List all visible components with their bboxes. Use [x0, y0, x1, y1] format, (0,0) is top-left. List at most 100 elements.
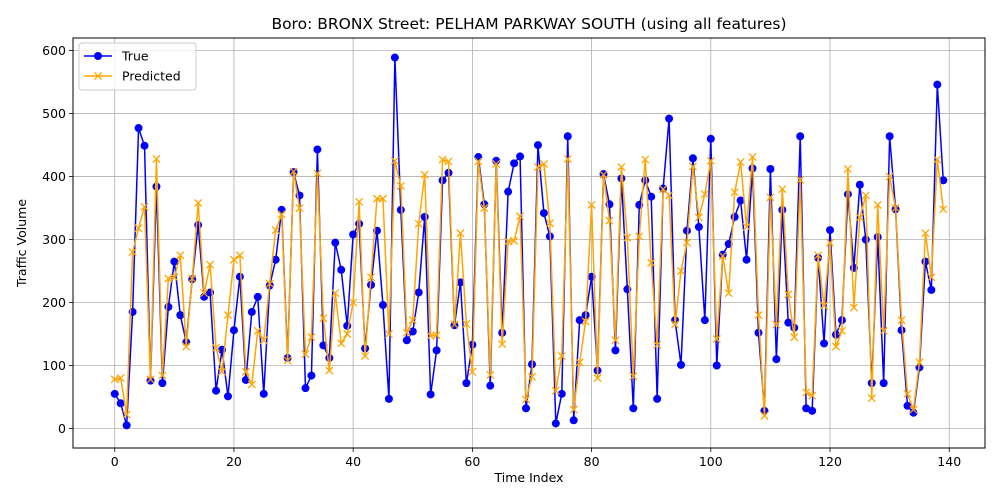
- data-point: [122, 410, 131, 419]
- data-point: [873, 200, 882, 209]
- data-point: [676, 266, 686, 276]
- data-point: [212, 386, 221, 395]
- data-point: [337, 265, 346, 274]
- data-point: [408, 327, 417, 336]
- data-point: [778, 185, 787, 194]
- data-point: [265, 279, 274, 288]
- data-point: [706, 134, 715, 143]
- data-point: [504, 187, 513, 196]
- data-point: [384, 329, 393, 339]
- data-point: [933, 155, 942, 164]
- x-tick-label: 80: [584, 454, 600, 469]
- data-point: [754, 328, 763, 337]
- data-point: [206, 260, 215, 269]
- data-point: [188, 274, 197, 283]
- data-point: [355, 197, 364, 206]
- data-point: [271, 255, 280, 264]
- data-point: [307, 333, 316, 342]
- data-point: [593, 374, 602, 383]
- data-point: [819, 301, 829, 310]
- data-point: [772, 320, 781, 329]
- data-point: [492, 159, 501, 169]
- data-point: [235, 251, 244, 260]
- data-point: [551, 386, 560, 395]
- data-point: [897, 326, 906, 335]
- data-point: [116, 374, 125, 383]
- series-predicted: [110, 152, 948, 420]
- data-point: [885, 172, 894, 181]
- data-point: [116, 399, 125, 408]
- data-point: [319, 314, 328, 323]
- data-point: [843, 164, 852, 174]
- data-point: [331, 289, 340, 298]
- data-point: [474, 157, 483, 166]
- data-point: [677, 360, 685, 369]
- data-point: [533, 163, 543, 172]
- legend-marker: [93, 71, 103, 81]
- plot-frame: [72, 37, 986, 449]
- data-point: [909, 405, 918, 414]
- data-point: [408, 316, 417, 325]
- data-point: [176, 311, 185, 320]
- data-point: [557, 351, 566, 361]
- data-point: [533, 141, 542, 150]
- data-point: [152, 154, 161, 163]
- data-point: [420, 170, 429, 179]
- data-point: [682, 238, 692, 247]
- data-point: [641, 176, 650, 185]
- data-point: [343, 329, 352, 339]
- data-point: [510, 159, 519, 168]
- data-point: [867, 394, 876, 403]
- data-point: [307, 371, 316, 380]
- data-point: [462, 319, 471, 328]
- legend: True Predicted: [78, 42, 197, 91]
- data-point: [366, 273, 376, 282]
- data-point: [539, 159, 548, 169]
- data-point: [259, 389, 268, 398]
- data-point: [575, 316, 584, 325]
- data-point: [939, 205, 948, 214]
- data-point: [706, 156, 715, 165]
- data-point: [724, 239, 733, 248]
- data-point: [670, 320, 680, 329]
- data-point: [158, 371, 167, 380]
- data-point: [164, 302, 173, 311]
- data-point: [462, 379, 471, 388]
- data-point: [551, 419, 560, 428]
- data-point: [837, 326, 847, 335]
- data-point: [718, 251, 727, 260]
- data-point: [313, 169, 322, 178]
- data-point: [110, 375, 119, 384]
- data-point: [396, 205, 405, 214]
- data-point: [110, 389, 119, 398]
- data-point: [372, 194, 382, 203]
- data-point: [653, 340, 662, 349]
- data-point: [527, 372, 537, 381]
- data-point: [515, 212, 525, 221]
- legend-entry-predicted: Predicted: [84, 69, 181, 84]
- data-point: [450, 320, 459, 329]
- x-tick-label: 60: [464, 454, 480, 469]
- data-point: [402, 328, 411, 337]
- data-point: [301, 384, 310, 393]
- data-point: [217, 367, 227, 376]
- data-point: [468, 367, 477, 376]
- data-point: [521, 395, 531, 404]
- data-point: [873, 233, 882, 242]
- data-point: [289, 167, 298, 176]
- x-tick-label: 0: [111, 454, 119, 469]
- data-point: [516, 152, 525, 161]
- data-point: [849, 303, 858, 312]
- data-point: [128, 248, 137, 257]
- data-point: [486, 370, 495, 380]
- data-point: [426, 390, 435, 399]
- data-point: [420, 212, 429, 221]
- data-point: [879, 379, 888, 388]
- y-tick-label: 400: [42, 169, 66, 184]
- data-point: [235, 272, 244, 281]
- data-point: [545, 219, 554, 228]
- data-point: [152, 182, 161, 191]
- data-point: [438, 155, 447, 164]
- data-point: [933, 80, 942, 89]
